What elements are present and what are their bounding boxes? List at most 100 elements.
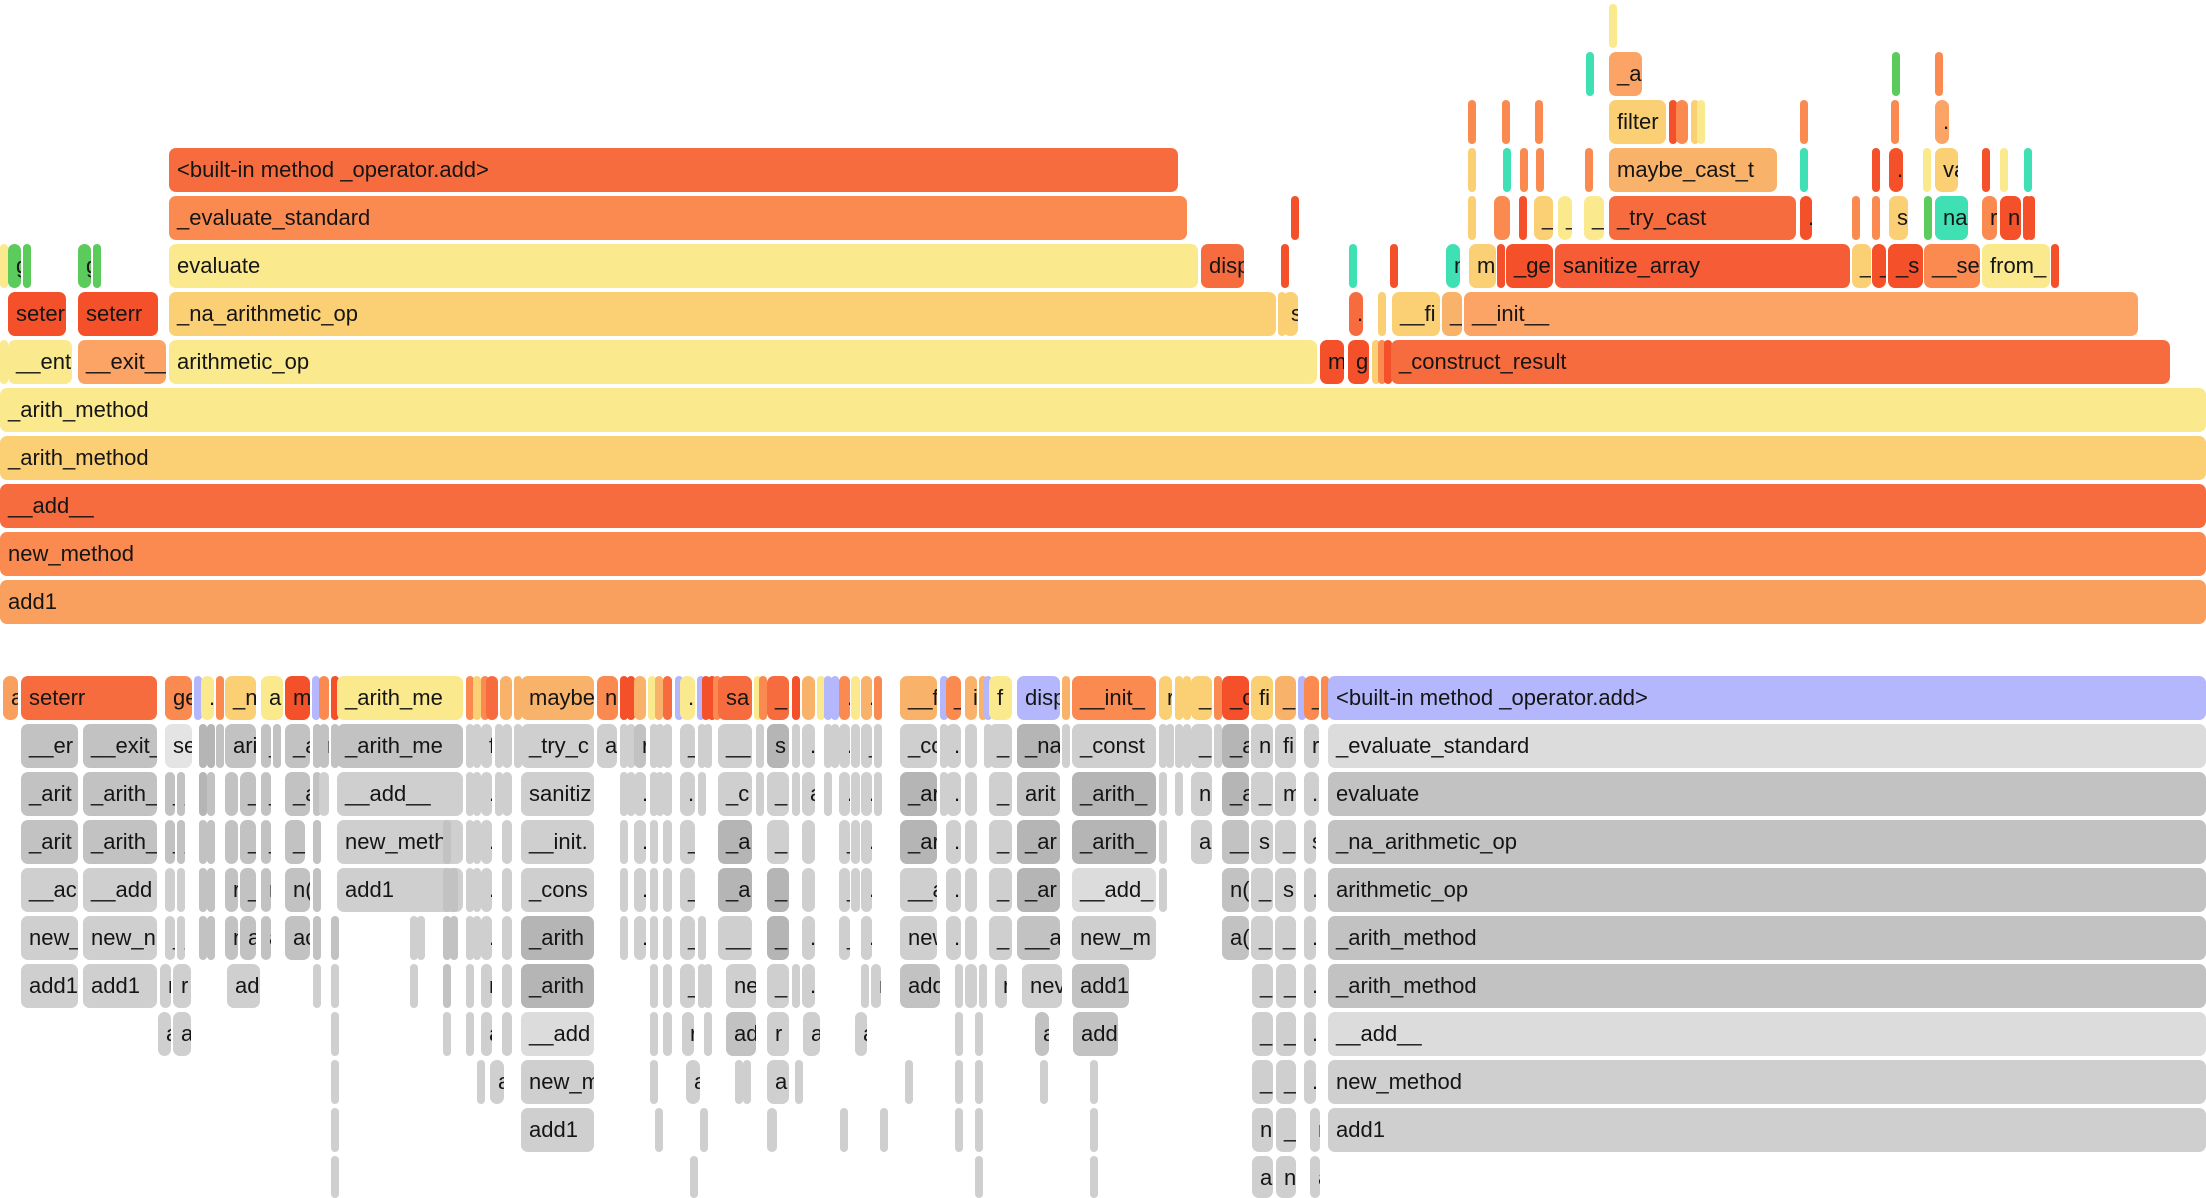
flame-bar[interactable] — [851, 724, 860, 768]
flame-bar[interactable] — [955, 964, 963, 1008]
flame-bar[interactable]: _co — [900, 724, 937, 768]
flame-bar[interactable]: disp — [1017, 676, 1060, 720]
flame-bar[interactable] — [1676, 100, 1688, 144]
flame-bar[interactable]: _ — [989, 724, 1012, 768]
flame-bar[interactable]: __add — [83, 868, 157, 912]
flame-bar[interactable] — [802, 676, 815, 720]
flame-bar[interactable] — [1468, 100, 1476, 144]
flame-bar[interactable]: __enter — [8, 340, 72, 384]
flame-bar[interactable]: _ — [1584, 196, 1604, 240]
flame-bar[interactable]: add1 — [521, 1108, 594, 1152]
flame-bar[interactable] — [216, 676, 224, 720]
flame-bar[interactable]: a — [261, 676, 283, 720]
flame-bar[interactable]: _ — [1251, 868, 1273, 912]
flame-bar[interactable]: __exit__ — [78, 340, 166, 384]
flame-bar[interactable]: _ — [680, 820, 695, 864]
flame-bar[interactable]: . — [473, 820, 481, 864]
flame-bar[interactable]: n — [1276, 1156, 1296, 1198]
flame-bar[interactable]: _ — [680, 724, 695, 768]
flame-bar[interactable] — [663, 916, 672, 960]
flame-bar[interactable] — [984, 676, 992, 720]
flame-bar[interactable] — [975, 1012, 983, 1056]
flame-bar[interactable] — [792, 724, 800, 768]
flame-bar[interactable] — [831, 724, 839, 768]
flame-bar[interactable]: . — [839, 724, 850, 768]
flame-bar[interactable] — [940, 724, 948, 768]
flame-bar[interactable]: sa — [718, 676, 752, 720]
flame-bar[interactable]: __ — [240, 868, 256, 912]
flame-bar[interactable]: . — [634, 772, 646, 816]
flame-bar[interactable] — [443, 820, 451, 864]
flame-bar[interactable] — [331, 1060, 339, 1104]
flame-bar[interactable] — [207, 868, 215, 912]
flame-bar[interactable] — [486, 676, 498, 720]
flame-bar[interactable] — [502, 724, 512, 768]
flame-bar[interactable]: _ — [1275, 916, 1296, 960]
flame-bar[interactable]: r — [481, 964, 492, 1008]
flame-bar[interactable] — [1214, 724, 1222, 768]
flame-bar[interactable]: _a — [1609, 52, 1642, 96]
flame-bar[interactable]: _ — [1252, 1060, 1273, 1104]
flame-bar[interactable]: . — [861, 772, 872, 816]
flame-bar[interactable] — [1519, 196, 1527, 240]
flame-bar[interactable]: . — [802, 724, 815, 768]
flame-bar[interactable]: add1 — [1072, 964, 1129, 1008]
flame-bar[interactable] — [656, 724, 664, 768]
flame-bar[interactable]: __er — [21, 724, 78, 768]
flame-bar[interactable] — [663, 772, 672, 816]
flame-bar[interactable]: ad — [227, 964, 260, 1008]
flame-bar[interactable]: n — [261, 868, 271, 912]
flame-bar[interactable] — [940, 772, 948, 816]
flame-bar[interactable]: filter — [1609, 100, 1666, 144]
flame-bar[interactable]: _ — [767, 964, 789, 1008]
flame-bar[interactable]: . — [1800, 196, 1812, 240]
flame-bar[interactable]: r — [160, 964, 171, 1008]
flame-bar[interactable] — [477, 1060, 485, 1104]
flame-bar[interactable]: . — [1304, 868, 1316, 912]
flame-bar[interactable]: r — [1304, 724, 1319, 768]
flame-bar[interactable] — [650, 964, 658, 1008]
flame-bar[interactable]: s — [1304, 820, 1316, 864]
flame-bar[interactable] — [313, 724, 321, 768]
flame-bar[interactable] — [851, 868, 860, 912]
flame-bar[interactable] — [650, 868, 658, 912]
flame-bar[interactable]: _a — [240, 820, 256, 864]
flame-bar[interactable]: fi — [1251, 676, 1273, 720]
flame-bar[interactable]: . — [1304, 916, 1316, 960]
flame-bar[interactable]: <built-in method _operator.add> — [1328, 676, 2206, 720]
flame-bar[interactable] — [1494, 196, 1510, 240]
flame-bar[interactable]: _evaluate_standard — [169, 196, 1187, 240]
flame-bar[interactable] — [466, 916, 474, 960]
flame-bar[interactable]: . — [946, 916, 961, 960]
flame-bar[interactable] — [1090, 1060, 1098, 1104]
flame-bar[interactable]: _ — [1275, 676, 1296, 720]
flame-bar[interactable]: _arith_ — [1072, 772, 1156, 816]
flame-bar[interactable]: __fi — [1392, 292, 1440, 336]
flame-bar[interactable]: maybe_cast_t — [1609, 148, 1777, 192]
flame-bar[interactable]: arit — [1017, 772, 1060, 816]
flame-bar[interactable]: __exit_ — [83, 724, 157, 768]
flame-bar[interactable] — [495, 772, 503, 816]
flame-bar[interactable]: sanitiz — [521, 772, 594, 816]
flame-bar[interactable] — [627, 724, 635, 768]
flame-bar[interactable]: . — [663, 964, 672, 1008]
flame-bar[interactable]: arithmetic_op — [1328, 868, 2206, 912]
flame-bar[interactable]: evaluate — [169, 244, 1198, 288]
flame-bar[interactable] — [634, 676, 646, 720]
flame-bar[interactable]: new_m — [521, 1060, 594, 1104]
flame-bar[interactable] — [975, 1156, 983, 1198]
flame-bar[interactable]: evaluate — [1328, 772, 2206, 816]
flame-bar[interactable]: _ — [989, 820, 1012, 864]
flame-bar[interactable]: . — [851, 676, 860, 720]
flame-bar[interactable]: . — [514, 676, 522, 720]
flame-bar[interactable]: _arith — [521, 964, 594, 1008]
flame-bar[interactable] — [620, 724, 628, 768]
flame-bar[interactable]: . — [1183, 724, 1191, 768]
flame-bar[interactable]: r — [1982, 196, 1997, 240]
flame-bar[interactable]: _ — [1276, 1060, 1296, 1104]
flame-bar[interactable] — [690, 1156, 698, 1198]
flame-bar[interactable]: _ — [261, 820, 271, 864]
flame-bar[interactable] — [697, 676, 705, 720]
flame-bar[interactable] — [874, 724, 882, 768]
flame-bar[interactable]: _ — [165, 820, 175, 864]
